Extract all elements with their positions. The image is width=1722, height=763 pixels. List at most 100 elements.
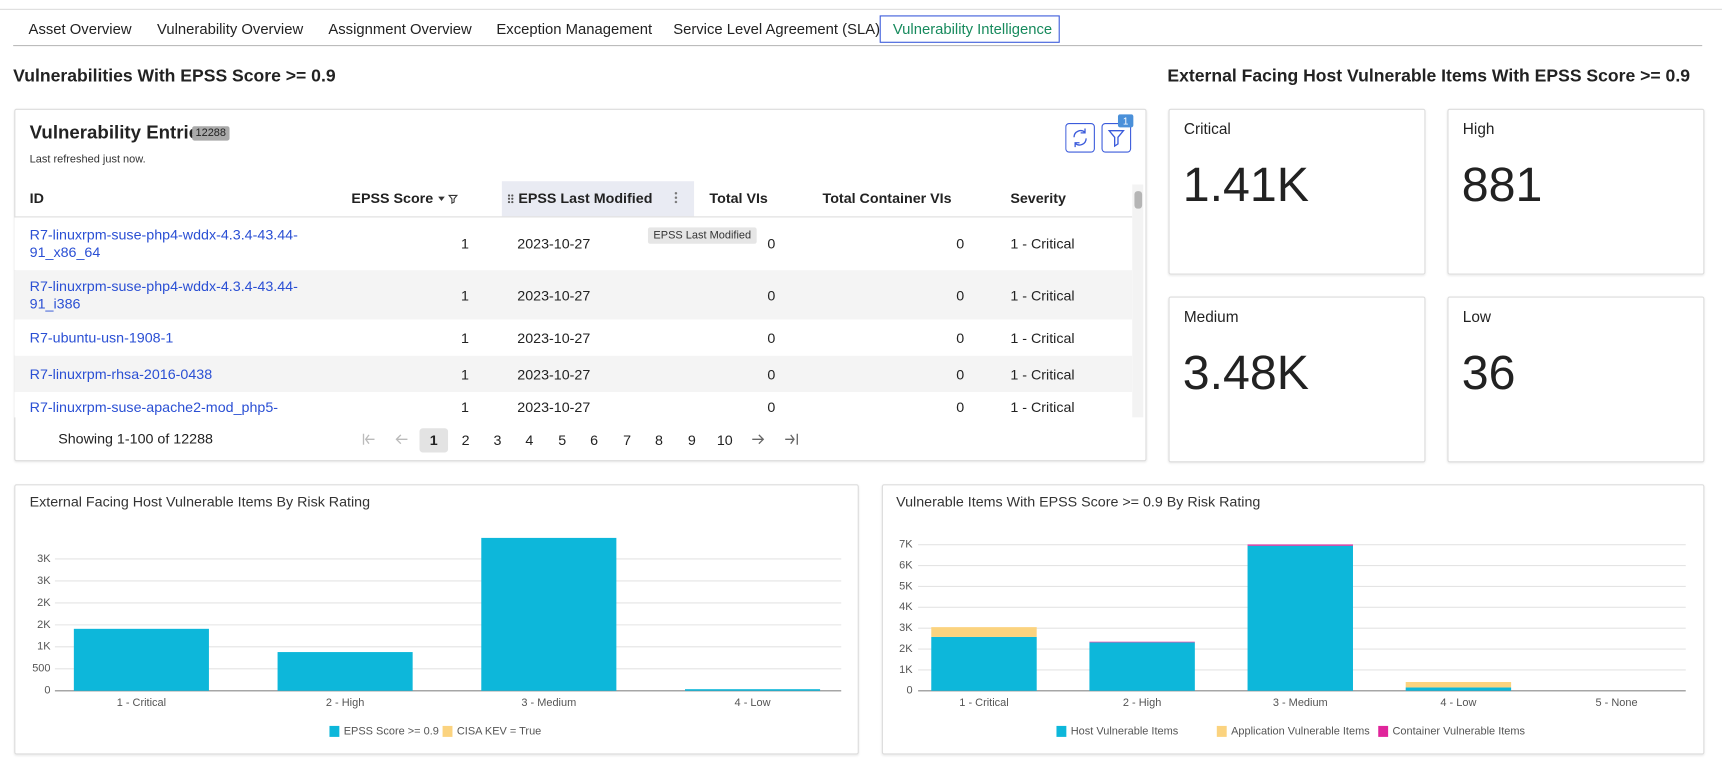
count-badge: 12288	[192, 126, 230, 141]
table-cell: 0	[767, 235, 776, 253]
y-tick-label: 0	[906, 685, 912, 697]
tab-underline	[13, 45, 1703, 47]
column-header: EPSS Last Modified	[507, 190, 652, 206]
x-tick-label: 4 - Low	[1440, 697, 1476, 709]
bar	[931, 636, 1037, 691]
pagination-summary: Showing 1-100 of 12288	[58, 430, 213, 447]
page-number[interactable]: 3	[493, 431, 502, 449]
table-cell: 0	[767, 398, 776, 416]
x-tick-label: 2 - High	[1123, 697, 1161, 709]
filter-icon	[1107, 130, 1125, 148]
y-tick-label: 6K	[899, 559, 913, 571]
column-header: Total Container VIs	[823, 190, 952, 206]
table-cell: 0	[767, 329, 776, 346]
table-actions: 1	[1065, 114, 1134, 153]
table-cell: 0	[956, 286, 965, 304]
legend-swatch	[1216, 725, 1227, 737]
prev-page[interactable]	[395, 434, 408, 445]
table-cell: 1	[460, 235, 469, 253]
table-row: R7-linuxrpm-suse-apache2-mod_php5- 1 2023-…	[14, 392, 1133, 418]
vulnerability-link[interactable]: R7-linuxrpm-suse-php4-wddx-4.3.4-43.44-9…	[29, 277, 298, 312]
table-cell: 0	[956, 329, 965, 346]
tab[interactable]: Vulnerability Overview	[157, 20, 304, 38]
y-tick-label: 5K	[899, 580, 913, 592]
y-tick-label: 2K	[899, 643, 913, 655]
kpi-card: Critical 1.41K	[1168, 108, 1426, 275]
legend-label: Application Vulnerable Items	[1231, 725, 1370, 737]
y-tick-label: 0	[44, 685, 50, 697]
drag-handle	[507, 193, 514, 203]
x-tick-label: 1 - Critical	[959, 697, 1008, 709]
legend-swatch	[1378, 725, 1389, 737]
kpi-label: High	[1462, 119, 1495, 138]
y-tick-label: 1K	[899, 664, 913, 676]
column-header: Total VIs	[709, 190, 767, 206]
vulnerability-link[interactable]: R7-linuxrpm-suse-php4-wddx-4.3.4-43.44-9…	[29, 226, 298, 261]
page-number[interactable]: 9	[687, 431, 696, 449]
table-cell: 0	[956, 235, 965, 253]
tab[interactable]: Assignment Overview	[328, 20, 472, 38]
page-number[interactable]: 1	[419, 428, 449, 453]
vulnerability-link[interactable]: R7-linuxrpm-suse-apache2-mod_php5-	[29, 398, 279, 416]
tab[interactable]: Vulnerability Intelligence	[892, 20, 1053, 38]
pagination-arrows	[362, 433, 798, 445]
column-header-text: Total Container VIs	[822, 189, 952, 207]
table-cell: 1 - Critical	[1010, 365, 1075, 383]
page-number[interactable]: 2	[461, 431, 470, 449]
bar	[685, 689, 821, 691]
y-tick-label: 3K	[899, 622, 913, 634]
last-page[interactable]	[785, 433, 798, 445]
tab[interactable]: Asset Overview	[28, 20, 132, 38]
page-number[interactable]: 7	[623, 431, 632, 449]
table-body: R7-linuxrpm-suse-php4-wddx-4.3.4-43.44-9…	[14, 217, 1133, 418]
column-header-text: Severity	[1010, 189, 1066, 207]
bar	[481, 537, 617, 691]
legend-label: Container Vulnerable Items	[1393, 725, 1526, 737]
page-number[interactable]: 10	[716, 431, 733, 449]
table-cell: 0	[767, 365, 776, 383]
bar	[277, 652, 413, 691]
next-page[interactable]	[752, 434, 765, 445]
kpi-card: Medium 3.48K	[1168, 296, 1426, 463]
scroll-thumb[interactable]	[1134, 191, 1143, 209]
table-cell: 1 - Critical	[1010, 235, 1075, 253]
y-tick-label: 1K	[37, 641, 51, 653]
vulnerability-link[interactable]: R7-ubuntu-usn-1908-1	[29, 328, 174, 346]
table-row: R7-ubuntu-usn-1908-1 1 2023-10-27 0 0 1 - Cri…	[14, 319, 1133, 356]
refresh-button[interactable]	[1065, 122, 1095, 153]
sort-filter-icons[interactable]	[438, 193, 460, 204]
bar	[1247, 544, 1353, 546]
chart-title: Vulnerable Items With EPSS Score >= 0.9 …	[896, 495, 1260, 511]
x-tick-label: 4 - Low	[735, 697, 771, 709]
column-header: Severity	[1010, 190, 1066, 206]
page-number[interactable]: 4	[525, 431, 534, 449]
table-cell: 0	[767, 286, 776, 304]
column-header-text: EPSS Score	[351, 189, 434, 207]
bar	[1089, 641, 1195, 643]
column-header-text: EPSS Last Modified	[518, 189, 653, 207]
kpi-card: High 881	[1447, 108, 1705, 275]
legend-label: EPSS Score >= 0.9	[344, 725, 439, 737]
vulnerability-link[interactable]: R7-linuxrpm-rhsa-2016-0438	[29, 365, 213, 382]
bar	[1405, 682, 1512, 688]
page-number[interactable]: 6	[590, 431, 599, 449]
column-header-text: ID	[29, 189, 44, 207]
legend-label: Host Vulnerable Items	[1071, 725, 1179, 737]
tab[interactable]: Exception Management	[496, 20, 653, 38]
first-page[interactable]	[362, 433, 375, 445]
tab[interactable]: Service Level Agreement (SLA)	[673, 20, 881, 38]
bar	[73, 628, 209, 691]
page-number[interactable]: 5	[558, 431, 567, 449]
column-header: ID	[30, 190, 44, 206]
y-tick-label: 500	[32, 663, 50, 675]
y-tick-label: 3K	[37, 553, 51, 565]
table-cell: 1	[460, 286, 469, 304]
refresh-note: Last refreshed just now.	[29, 153, 146, 166]
page-number[interactable]: 8	[654, 431, 663, 449]
bar	[931, 627, 1037, 637]
bar	[1089, 642, 1195, 691]
kpi-value: 1.41K	[1182, 158, 1310, 212]
active-tab-frame	[879, 15, 1060, 43]
